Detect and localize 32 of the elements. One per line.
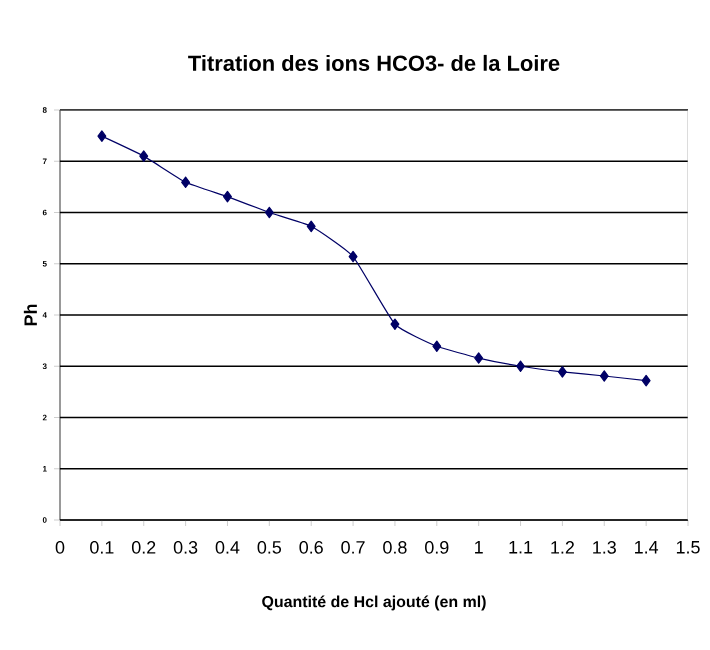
x-tick-label: 0.8 [383, 541, 407, 554]
point [390, 318, 400, 331]
point [222, 190, 232, 203]
x-tick-label: 0.6 [299, 541, 323, 554]
point [474, 352, 484, 364]
y-axis-title: Ph [23, 304, 37, 326]
point [516, 360, 526, 373]
x-tick-label: 0.4 [215, 541, 240, 554]
x-tick-label: 1.5 [676, 541, 700, 554]
x-tick-label: 0.9 [425, 541, 449, 554]
point [306, 220, 316, 233]
x-tick-label: 0.1 [90, 541, 114, 554]
x-tick-label: 1.2 [551, 541, 574, 554]
point [641, 374, 651, 387]
chart-title: Titration des ions HCO3- de la Loire [188, 54, 560, 72]
x-tick-label: 0.7 [341, 541, 365, 554]
point [557, 366, 567, 378]
point [348, 250, 358, 263]
x-tick-label: 0 [55, 541, 65, 554]
point [181, 176, 191, 189]
x-tick-label: 0.3 [173, 541, 198, 554]
point [264, 206, 274, 219]
x-tick-label: 1.4 [635, 541, 659, 554]
x-tick-label: 1.3 [593, 541, 616, 554]
point [97, 130, 107, 142]
x-tick-label: 1.1 [509, 541, 533, 554]
x-tick-label: 0.5 [257, 541, 282, 554]
point [432, 340, 442, 353]
x-tick-label: 0.2 [131, 541, 156, 554]
x-tick-label: 1 [475, 541, 483, 554]
point [139, 150, 149, 162]
point [599, 370, 609, 382]
